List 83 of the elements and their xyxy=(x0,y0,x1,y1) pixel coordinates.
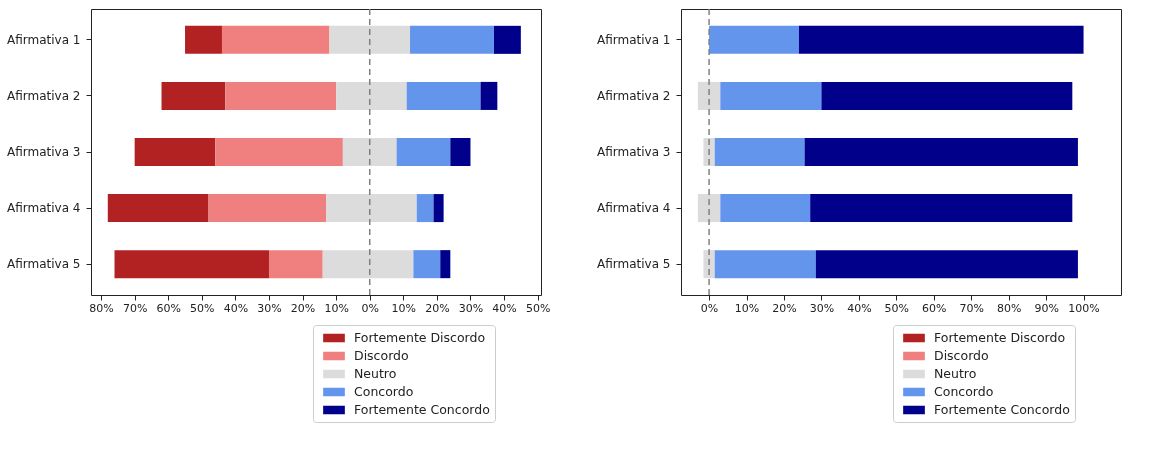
bar xyxy=(810,194,1073,223)
bar xyxy=(268,250,323,279)
x-tick-label: 60% xyxy=(922,301,947,315)
bar xyxy=(493,25,521,54)
x-tick-label: 40% xyxy=(492,301,517,315)
bar xyxy=(161,81,226,110)
x-tick-label: 60% xyxy=(156,301,181,315)
y-tick-label: Afirmativa 2 xyxy=(597,88,671,103)
x-tick-label: 80% xyxy=(996,301,1022,315)
x-tick-label: 50% xyxy=(190,301,215,315)
x-tick-label: 50% xyxy=(525,301,551,315)
x-tick-label: 80% xyxy=(89,301,114,315)
y-tick-label: Afirmativa 4 xyxy=(7,201,81,216)
y-tick-label: Afirmativa 3 xyxy=(7,145,81,159)
x-tick-label: 30% xyxy=(458,301,484,315)
legend-label: Fortemente Concordo xyxy=(354,402,490,417)
x-tick-label: 30% xyxy=(257,301,282,315)
legend-label: Fortemente Concordo xyxy=(934,402,1070,417)
bar xyxy=(322,250,414,279)
bar xyxy=(215,137,343,167)
bar xyxy=(815,250,1078,279)
bar xyxy=(134,137,216,167)
legend-label: Neutro xyxy=(934,366,977,381)
x-tick-label: 70% xyxy=(959,301,984,315)
x-tick-label: 70% xyxy=(122,301,148,315)
bar xyxy=(798,25,1084,54)
bar xyxy=(697,81,721,110)
x-tick-label: 50% xyxy=(884,301,910,315)
x-tick-label: 10% xyxy=(734,301,760,315)
bar xyxy=(336,81,407,110)
x-tick-label: 10% xyxy=(391,301,417,315)
legend-label: Fortemente Discordo xyxy=(934,330,1066,345)
y-tick-label: Afirmativa 5 xyxy=(7,257,81,272)
x-tick-label: 0% xyxy=(361,301,379,315)
y-tick-label: Afirmativa 5 xyxy=(597,257,671,272)
x-tick-label: 30% xyxy=(809,301,835,315)
bar xyxy=(709,25,799,54)
x-tick-label: 90% xyxy=(1034,301,1059,315)
bar xyxy=(114,250,269,279)
bar xyxy=(821,81,1073,110)
bar xyxy=(326,194,417,223)
bar xyxy=(342,137,397,167)
bar xyxy=(107,194,209,223)
bar xyxy=(703,250,715,279)
bar xyxy=(450,137,471,167)
x-tick-label: 10% xyxy=(324,301,349,315)
bar xyxy=(697,194,721,223)
x-tick-label: 20% xyxy=(425,301,450,315)
bar xyxy=(185,25,222,54)
y-tick-label: Afirmativa 1 xyxy=(7,32,81,47)
bar xyxy=(480,81,498,110)
bar xyxy=(406,81,481,110)
x-tick-label: 100% xyxy=(1068,301,1100,315)
x-tick-label: 20% xyxy=(772,301,797,315)
x-tick-label: 40% xyxy=(223,301,249,315)
bar xyxy=(221,25,330,54)
legend-label: Discordo xyxy=(934,348,989,363)
y-tick-label: Afirmativa 4 xyxy=(597,201,671,216)
legend-label: Discordo xyxy=(354,348,409,363)
legend-label: Neutro xyxy=(354,366,397,381)
x-tick-label: 40% xyxy=(847,301,872,315)
bar xyxy=(433,194,444,223)
bar xyxy=(416,194,434,223)
legend-label: Concordo xyxy=(934,384,994,399)
y-tick-label: Afirmativa 3 xyxy=(597,145,671,159)
y-tick-label: Afirmativa 1 xyxy=(597,32,671,47)
legend-label: Fortemente Discordo xyxy=(354,330,486,345)
x-tick-label: 20% xyxy=(290,301,316,315)
bar xyxy=(714,250,816,279)
bar xyxy=(410,25,494,54)
bar xyxy=(720,81,822,110)
bar xyxy=(714,137,805,167)
bar xyxy=(720,194,811,223)
bar xyxy=(208,194,327,223)
bar xyxy=(413,250,441,279)
legend-label: Concordo xyxy=(354,384,414,399)
y-tick-label: Afirmativa 2 xyxy=(7,88,81,103)
bar xyxy=(804,137,1078,167)
bar xyxy=(396,137,451,167)
bar xyxy=(440,250,451,279)
bar xyxy=(329,25,411,54)
bar xyxy=(225,81,337,110)
x-tick-label: 0% xyxy=(700,301,719,315)
